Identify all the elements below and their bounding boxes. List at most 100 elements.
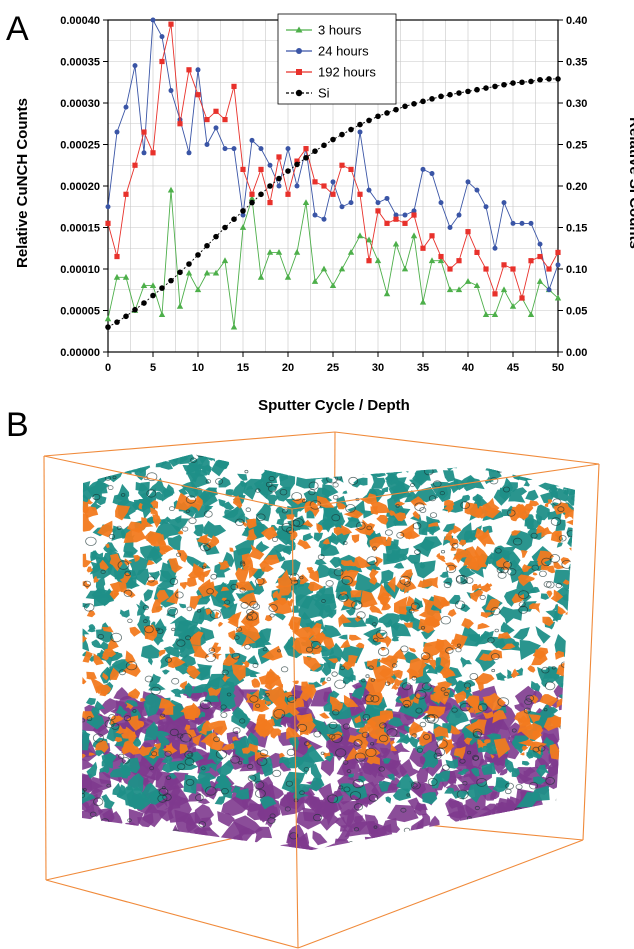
teal-strut (384, 464, 394, 474)
pore (477, 703, 488, 712)
orange-strut (389, 510, 397, 516)
teal-strut (116, 454, 140, 469)
data-point-3-hours (338, 265, 346, 272)
teal-strut (235, 537, 255, 556)
teal-strut (273, 543, 292, 555)
orange-strut (341, 559, 353, 566)
orange-strut (268, 675, 284, 692)
data-point-192-hours (357, 191, 363, 197)
teal-strut (148, 673, 161, 689)
teal-strut (101, 753, 112, 767)
purple-strut (376, 848, 397, 850)
orange-strut (343, 694, 359, 708)
data-point-192-hours (141, 129, 147, 135)
data-point-24-hours (519, 220, 525, 226)
data-point-192-hours (321, 183, 327, 189)
x-tick-label: 10 (192, 362, 204, 374)
purple-strut (168, 801, 181, 812)
orange-strut (86, 610, 96, 618)
orange-strut (437, 555, 446, 563)
orange-strut (375, 538, 382, 544)
data-point-si (240, 208, 246, 214)
purple-strut (141, 831, 157, 840)
data-point-3-hours (536, 278, 544, 284)
pore (143, 619, 148, 624)
purple-strut (177, 811, 203, 826)
teal-strut (528, 465, 542, 479)
teal-strut (409, 736, 421, 748)
orange-strut (511, 530, 521, 536)
data-point-si (231, 216, 237, 222)
orange-strut (469, 589, 484, 603)
purple-strut (84, 830, 101, 840)
teal-strut (82, 602, 91, 609)
orange-strut (370, 748, 381, 756)
data-point-192-hours (492, 291, 498, 297)
orange-strut (299, 574, 309, 585)
orange-strut (510, 668, 520, 679)
pore (518, 601, 526, 608)
teal-strut (281, 771, 306, 794)
data-point-3-hours (149, 282, 157, 288)
data-point-si (456, 90, 462, 96)
purple-strut (82, 758, 95, 773)
legend-item-24-hours: 24 hours (286, 44, 369, 59)
teal-strut (148, 789, 164, 801)
orange-strut (235, 581, 255, 591)
teal-strut (82, 626, 90, 636)
pore (219, 845, 229, 850)
teal-strut (548, 482, 558, 497)
pore (478, 456, 489, 465)
data-point-si (312, 148, 318, 154)
orange-strut (369, 568, 379, 581)
orange-strut (346, 655, 358, 667)
teal-strut (289, 735, 300, 751)
orange-strut (150, 507, 159, 518)
pore (342, 723, 350, 730)
pore (203, 510, 213, 518)
orange-strut (122, 739, 136, 753)
teal-strut (215, 681, 235, 700)
teal-strut (293, 783, 311, 796)
orange-strut (125, 702, 134, 710)
orange-strut (437, 736, 455, 750)
data-point-24-hours (168, 88, 174, 94)
orange-strut (527, 665, 536, 673)
data-point-192-hours (222, 117, 228, 123)
teal-strut (306, 469, 323, 480)
teal-strut (556, 542, 563, 548)
orange-strut (101, 654, 109, 661)
teal-strut (447, 594, 461, 605)
purple-strut (418, 841, 443, 850)
pore (285, 780, 293, 787)
orange-strut (86, 566, 94, 573)
orange-strut (297, 539, 312, 550)
teal-strut (379, 569, 394, 585)
data-point-3-hours (275, 249, 283, 255)
teal-strut (435, 487, 449, 500)
orange-strut (102, 672, 109, 681)
purple-strut (527, 834, 540, 850)
data-point-192-hours (159, 58, 165, 65)
purple-strut (99, 770, 111, 784)
teal-strut (341, 644, 364, 665)
pore (552, 498, 562, 506)
orange-strut (396, 578, 406, 591)
orange-strut (188, 563, 202, 579)
teal-strut (566, 484, 575, 496)
teal-strut (88, 462, 103, 479)
orange-strut (272, 705, 284, 720)
teal-strut (565, 735, 575, 752)
pore (166, 775, 172, 780)
purple-strut (156, 806, 174, 822)
teal-strut (95, 576, 106, 594)
orange-strut (394, 678, 404, 687)
data-point-3-hours (266, 249, 274, 255)
data-point-24-hours (366, 187, 372, 193)
teal-strut (140, 644, 161, 659)
orange-strut (544, 502, 550, 507)
orange-strut (319, 712, 330, 719)
data-point-24-hours (501, 200, 507, 206)
teal-strut (496, 454, 516, 471)
purple-strut (346, 808, 368, 832)
